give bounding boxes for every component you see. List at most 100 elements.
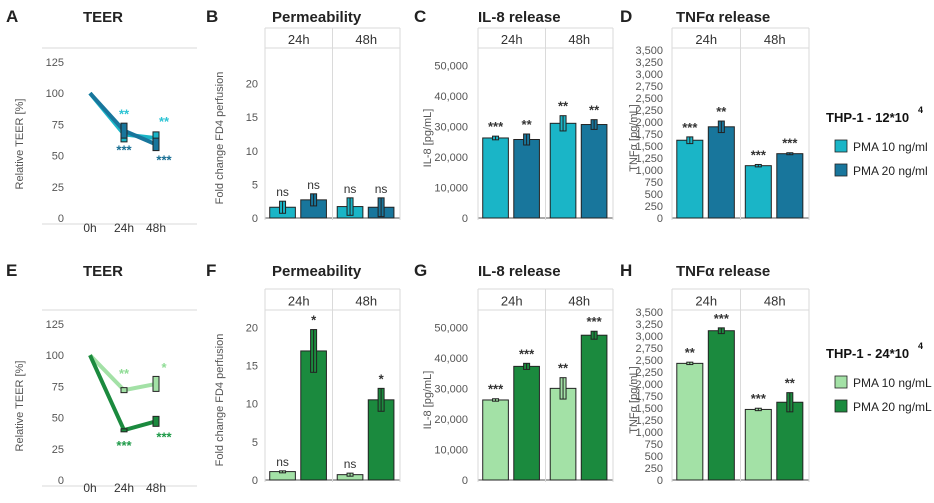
y-tick-label: 125	[46, 57, 64, 69]
significance-label: ns	[344, 182, 357, 196]
significance-label: **	[558, 361, 569, 376]
y-tick-label: 20	[246, 79, 258, 91]
y-tick-label: 25	[52, 182, 64, 194]
y-tick-label: 2,500	[635, 355, 663, 367]
y-tick-label: 3,000	[635, 331, 663, 343]
panel-e: E TEER Relative TEER [%] 0 25 50 75 100 125 0h 24h…	[6, 261, 197, 495]
significance-label: ***	[751, 391, 767, 406]
y-tick-label: 1,750	[635, 129, 663, 141]
panel-title: TEER	[83, 9, 123, 26]
y-tick-label: 15	[246, 112, 258, 124]
y-axis-label: TNFα [pg/mL]	[628, 366, 640, 433]
y-tick-label: 500	[645, 451, 663, 463]
significance-label: ***	[488, 382, 504, 397]
group-header: 48h	[355, 32, 377, 47]
y-tick-label: 20,000	[434, 152, 468, 164]
legend-item-label: PMA 20 ng/mL	[853, 400, 932, 414]
y-tick-label: 0	[462, 475, 468, 487]
y-tick-label: 1,500	[635, 403, 663, 415]
panel-title: Permeability	[272, 9, 362, 26]
y-tick-label: 5	[252, 179, 258, 191]
y-tick-label: 1,500	[635, 141, 663, 153]
group-header: 48h	[355, 294, 377, 309]
significance-label: **	[119, 366, 130, 381]
significance-label: ns	[276, 185, 289, 199]
y-tick-label: 10	[246, 399, 258, 411]
significance-label: **	[589, 103, 600, 118]
y-tick-label: 5	[252, 437, 258, 449]
y-tick-label: 100	[46, 88, 64, 100]
group-header: 24h	[288, 294, 310, 309]
y-tick-label: 0	[58, 475, 64, 487]
y-tick-label: 2,750	[635, 343, 663, 355]
data-point	[120, 428, 128, 433]
significance-label: **	[685, 345, 696, 360]
x-tick-label: 0h	[83, 221, 96, 235]
y-tick-label: 3,000	[635, 69, 663, 81]
significance-label: ***	[116, 142, 132, 157]
panel-letter: E	[6, 261, 17, 280]
y-tick-label: 30,000	[434, 383, 468, 395]
y-tick-label: 125	[46, 319, 64, 331]
group-header: 48h	[568, 32, 590, 47]
panel-h: H TNFα release TNFα [pg/mL] 02505007501,000…	[620, 261, 810, 487]
bar	[549, 122, 577, 219]
significance-label: ns	[307, 178, 320, 192]
panel-title: IL-8 release	[478, 9, 561, 26]
bar	[513, 365, 540, 481]
y-axis-label: Fold change FD4 perfusion	[214, 72, 226, 205]
panel-b: B Permeability Fold change FD4 perfusion 0 5…	[206, 7, 401, 225]
panel-c: C IL-8 release IL-8 [pg/mL] 0 10,000 20,000 30…	[414, 7, 614, 225]
x-tick-label: 24h	[114, 221, 134, 235]
significance-label: **	[119, 107, 130, 122]
legend-title: THP-1 - 12*10	[826, 110, 909, 125]
y-tick-label: 750	[645, 439, 663, 451]
y-tick-label: 1,000	[635, 427, 663, 439]
significance-label: ***	[156, 429, 172, 444]
legend-1: THP-1 - 12*10 4 PMA 10 ng/ml PMA 20 ng/ml	[826, 105, 928, 178]
bar	[549, 387, 577, 481]
y-tick-label: 75	[52, 381, 64, 393]
legend-item-label: PMA 10 ng/mL	[853, 376, 932, 390]
bar	[744, 165, 772, 219]
data-point	[152, 137, 160, 152]
x-tick-label: 48h	[146, 481, 166, 495]
group-header: 48h	[568, 294, 590, 309]
significance-label: ***	[156, 152, 172, 167]
x-tick-label: 24h	[114, 481, 134, 495]
y-tick-label: 500	[645, 189, 663, 201]
panel-letter: B	[206, 7, 218, 26]
y-tick-label: 50	[52, 151, 64, 163]
y-tick-label: 1,250	[635, 153, 663, 165]
y-tick-label: 40,000	[434, 353, 468, 365]
significance-label: ***	[751, 147, 767, 162]
legend-item-label: PMA 20 ng/ml	[853, 164, 928, 178]
legend-swatch	[834, 139, 848, 153]
y-tick-label: 0	[462, 213, 468, 225]
y-tick-label: 2,500	[635, 93, 663, 105]
x-tick-label: 48h	[146, 221, 166, 235]
y-tick-label: 20	[246, 322, 258, 334]
y-tick-label: 30,000	[434, 121, 468, 133]
y-tick-label: 3,250	[635, 319, 663, 331]
y-tick-label: 2,000	[635, 117, 663, 129]
bar	[776, 153, 804, 219]
y-tick-label: 10	[246, 146, 258, 158]
y-tick-label: 10,000	[434, 444, 468, 456]
bar	[707, 330, 735, 481]
y-tick-label: 1,250	[635, 415, 663, 427]
group-header: 24h	[695, 294, 717, 309]
y-tick-label: 750	[645, 177, 663, 189]
panel-letter: A	[6, 7, 18, 26]
group-header: 48h	[764, 294, 786, 309]
group-header: 24h	[501, 32, 523, 47]
y-tick-label: 2,250	[635, 367, 663, 379]
group-header: 24h	[695, 32, 717, 47]
y-tick-label: 0	[657, 213, 663, 225]
y-tick-label: 100	[46, 350, 64, 362]
y-tick-label: 0	[58, 213, 64, 225]
group-header: 48h	[764, 32, 786, 47]
legend-title: THP-1 - 24*10	[826, 346, 909, 361]
panel-f: F Permeability Fold change FD4 perfusion 0 5…	[206, 261, 401, 487]
